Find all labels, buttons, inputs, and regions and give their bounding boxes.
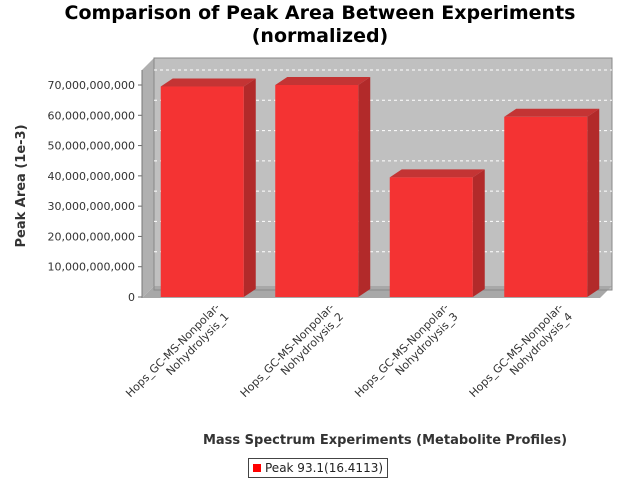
bar-side [587, 108, 600, 297]
x-tick-label-line: Hops_GC-MS-Nonpolar- [123, 301, 222, 400]
plot-floor [142, 286, 612, 298]
y-axis-title: Peak Area (1e-3) [14, 124, 29, 247]
x-axis-title: Mass Spectrum Experiments (Metabolite Pr… [203, 433, 567, 448]
x-tick-label: Hops_GC-MS-Nonpolar-Nohydrolysis_1 [123, 301, 231, 409]
legend-label: Peak 93.1(16.4113) [265, 461, 384, 475]
y-tick-label: 10,000,000,000 [48, 261, 135, 274]
x-tick-label: Hops_GC-MS-Nonpolar-Nohydrolysis_4 [467, 301, 575, 409]
bar-side [243, 78, 256, 297]
y-tick-label: 50,000,000,000 [48, 140, 135, 153]
bar-top [275, 77, 371, 85]
y-tick-label: 20,000,000,000 [48, 230, 135, 243]
bar [275, 85, 359, 297]
y-tick-label: 60,000,000,000 [48, 109, 135, 122]
bar-side [472, 169, 485, 297]
chart-title-line-1: Comparison of Peak Area Between Experime… [64, 2, 576, 24]
y-tick-label: 40,000,000,000 [48, 170, 135, 183]
plot-side-wall [142, 58, 154, 298]
legend-swatch [253, 464, 261, 472]
bar [160, 86, 244, 297]
bar [389, 177, 473, 297]
y-tick-label: 0 [128, 291, 135, 304]
y-tick-label: 70,000,000,000 [48, 79, 135, 92]
x-tick-label: Hops_GC-MS-Nonpolar-Nohydrolysis_2 [238, 301, 346, 409]
legend: Peak 93.1(16.4113) [248, 458, 389, 478]
bar-top [389, 169, 485, 178]
x-tick-label-line: Hops_GC-MS-Nonpolar- [352, 301, 451, 400]
bar-side [358, 77, 371, 297]
bar [504, 116, 588, 297]
x-tick-label-line: Hops_GC-MS-Nonpolar- [467, 301, 566, 400]
x-tick-label-line: Hops_GC-MS-Nonpolar- [238, 301, 337, 400]
y-tick-label: 30,000,000,000 [48, 200, 135, 213]
chart-title: Comparison of Peak Area Between Experime… [0, 2, 640, 48]
bar-top [160, 78, 256, 87]
chart-title-line-2: (normalized) [251, 25, 389, 47]
bar-top [504, 108, 600, 117]
plot-frame [153, 57, 613, 291]
x-tick-label: Hops_GC-MS-Nonpolar-Nohydrolysis_3 [352, 301, 460, 409]
